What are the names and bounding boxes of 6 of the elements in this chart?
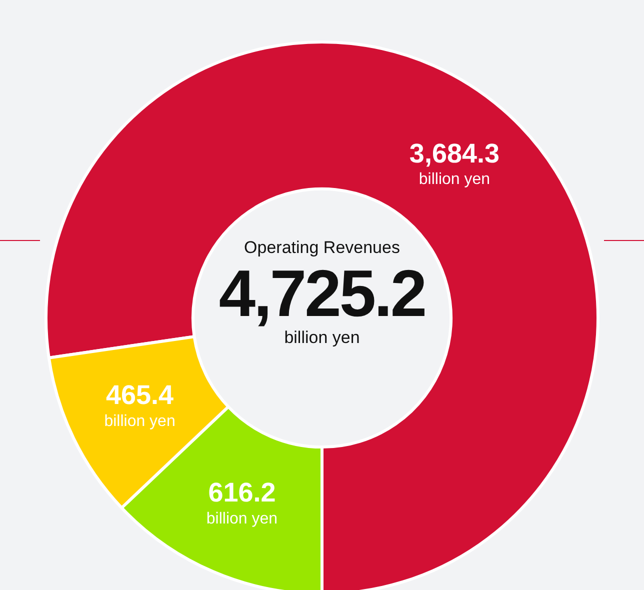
data-label: 3,684.3 billion yen — [409, 138, 500, 188]
text: 4,725.2 — [218, 256, 426, 330]
text: Operating Revenues — [243, 238, 401, 258]
data-label: 465.4 billion yen — [104, 380, 176, 430]
text: billion yen — [283, 328, 361, 348]
data-label: 616.2 billion yen — [206, 478, 278, 528]
